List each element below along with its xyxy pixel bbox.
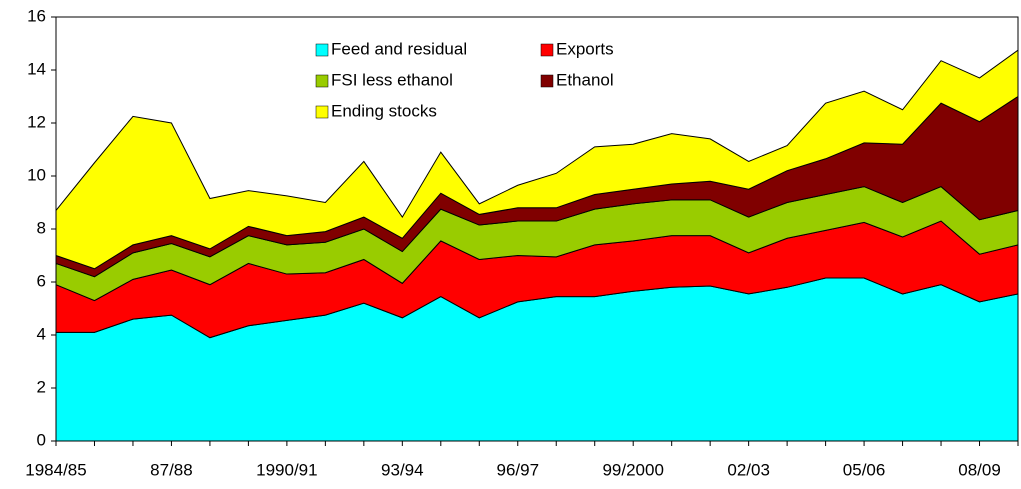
x-tick-label: 1984/85 [25, 460, 86, 479]
x-tick-label: 96/97 [496, 460, 539, 479]
y-tick-label: 2 [37, 377, 46, 396]
legend-label: Ending stocks [331, 101, 437, 120]
x-tick-label: 02/03 [727, 460, 770, 479]
legend-label: Exports [556, 39, 614, 58]
legend-label: Ethanol [556, 70, 614, 89]
y-tick-label: 6 [37, 271, 46, 290]
y-tick-label: 16 [27, 6, 46, 25]
y-tick-label: 8 [37, 218, 46, 237]
legend-swatch [540, 43, 554, 57]
legend-swatch [315, 105, 329, 119]
legend-swatch [315, 43, 329, 57]
y-tick-label: 0 [37, 430, 46, 449]
x-tick-label: 93/94 [381, 460, 424, 479]
x-tick-label: 87/88 [150, 460, 193, 479]
legend-swatch [315, 74, 329, 88]
y-tick-label: 10 [27, 165, 46, 184]
x-tick-label: 05/06 [843, 460, 886, 479]
y-tick-label: 12 [27, 112, 46, 131]
y-tick-label: 4 [37, 324, 46, 343]
y-tick-label: 14 [27, 59, 46, 78]
legend-label: FSI less ethanol [331, 70, 453, 89]
x-tick-label: 08/09 [958, 460, 1001, 479]
x-tick-label: 99/2000 [602, 460, 663, 479]
legend-label: Feed and residual [331, 39, 467, 58]
x-tick-label: 1990/91 [256, 460, 317, 479]
legend-swatch [540, 74, 554, 88]
